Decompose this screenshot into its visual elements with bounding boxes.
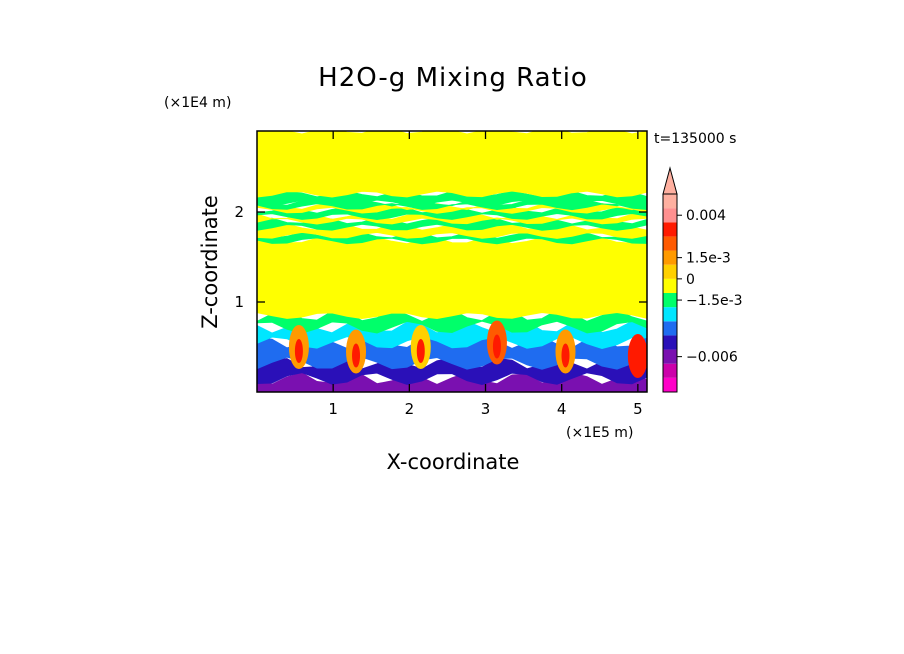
colorbar-label: 0 (686, 272, 695, 288)
colorbar-label: 0.004 (686, 208, 726, 224)
x-tick-label: 3 (481, 400, 491, 418)
field-band (257, 190, 647, 207)
y-tick-label: 1 (234, 293, 244, 311)
time-label: t=135000 s (654, 131, 736, 147)
x-tick-label: 2 (405, 400, 415, 418)
y-tick-label: 2 (234, 203, 244, 221)
x-tick-label: 5 (633, 400, 643, 418)
colorbar-label: −0.006 (686, 350, 738, 366)
colorbar-swatch (663, 236, 677, 251)
colorbar-extend-arrow (662, 166, 678, 195)
colorbar-swatch (663, 222, 677, 237)
colorbar-swatch (663, 278, 677, 293)
x-scale-label: (×1E5 m) (566, 425, 633, 441)
plume-center (492, 334, 501, 359)
colorbar-swatch (663, 250, 677, 265)
plume-center (633, 348, 642, 372)
colorbar-frame (662, 193, 678, 393)
colorbar-swatch (663, 377, 677, 392)
x-tick-label: 1 (328, 400, 338, 418)
colorbar-swatch (663, 349, 677, 364)
plume-center (416, 339, 425, 363)
colorbar-swatch (663, 208, 677, 223)
colorbar-label: −1.5e-3 (686, 293, 743, 309)
x-axis-label: X-coordinate (387, 450, 520, 474)
y-scale-label: (×1E4 m) (164, 95, 231, 111)
x-tick-label: 4 (557, 400, 567, 418)
plume-center (352, 343, 361, 368)
plot-frame (256, 130, 648, 393)
y-axis-label: Z-coordinate (198, 195, 222, 329)
colorbar-swatch (663, 307, 677, 322)
colorbar-label: 1.5e-3 (686, 251, 731, 267)
field-band (257, 308, 647, 334)
colorbar-swatch (663, 363, 677, 378)
plume-center (561, 343, 570, 368)
heatmap-field (257, 131, 647, 392)
x-axis: 1 2 3 4 5 (328, 131, 643, 418)
field-band (257, 131, 647, 198)
colorbar-swatch (663, 321, 677, 336)
chart-title: H2O-g Mixing Ratio (318, 63, 588, 93)
colorbar-swatch (663, 293, 677, 308)
field-band (257, 237, 647, 320)
y-axis: 12 (234, 203, 647, 311)
colorbar-swatch (663, 264, 677, 279)
plume-center (294, 339, 303, 363)
colorbar-swatch (663, 194, 677, 209)
colorbar-swatch (663, 335, 677, 350)
colorbar: 0.004 1.5e-3 0 −1.5e-3 −0.006 (662, 166, 743, 393)
